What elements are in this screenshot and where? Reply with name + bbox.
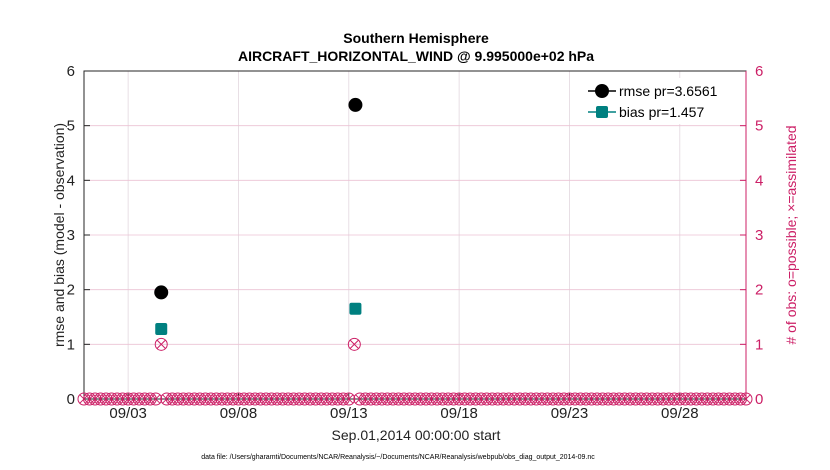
y-right-tick-label: 6 bbox=[755, 63, 763, 80]
y-tick-label: 3 bbox=[67, 227, 75, 244]
obs-assimilated-marker bbox=[151, 394, 161, 404]
data-file-footnote: data file: /Users/gharamti/Documents/NCA… bbox=[201, 454, 595, 461]
y-axis-label: rmse and bias (model - observation) bbox=[51, 123, 67, 347]
y-tick-label: 2 bbox=[67, 282, 75, 299]
y-right-tick-label: 5 bbox=[755, 118, 763, 135]
y-tick-label: 4 bbox=[67, 172, 75, 189]
y-tick-label: 0 bbox=[67, 391, 75, 408]
y-right-tick-label: 2 bbox=[755, 282, 763, 299]
y-tick-label: 1 bbox=[67, 336, 75, 353]
x-tick-label: 09/08 bbox=[220, 405, 258, 422]
x-tick-label: 09/28 bbox=[661, 405, 699, 422]
y-right-tick-label: 1 bbox=[755, 336, 763, 353]
x-tick-label: 09/18 bbox=[440, 405, 478, 422]
obs-assimilated-marker bbox=[741, 394, 751, 404]
rmse-point bbox=[154, 285, 169, 300]
chart-title: Southern Hemisphere bbox=[343, 30, 489, 46]
obs-assimilated-marker bbox=[344, 394, 354, 404]
legend-rmse-marker bbox=[595, 84, 609, 98]
y-right-axis-label: # of obs: o=possible; ×=assimilated bbox=[783, 125, 799, 344]
obs-assimilated-marker bbox=[349, 339, 359, 349]
legend-box bbox=[584, 78, 740, 124]
legend-bias-marker bbox=[596, 106, 608, 118]
bias-point bbox=[155, 323, 168, 336]
x-axis-label: Sep.01,2014 00:00:00 start bbox=[332, 427, 501, 443]
rmse-point bbox=[348, 97, 363, 112]
legend-bias-label: bias pr=1.457 bbox=[619, 104, 704, 120]
y-right-tick-label: 3 bbox=[755, 227, 763, 244]
x-tick-label: 09/23 bbox=[551, 405, 589, 422]
chart-subtitle: AIRCRAFT_HORIZONTAL_WIND @ 9.995000e+02 … bbox=[238, 48, 594, 64]
y-tick-label: 5 bbox=[67, 118, 75, 135]
obs-count-markers bbox=[77, 337, 753, 406]
grid-lines bbox=[84, 71, 746, 399]
legend: rmse pr=3.6561 bias pr=1.457 bbox=[584, 78, 740, 124]
data-markers bbox=[154, 97, 363, 336]
obs-assimilated-marker bbox=[156, 339, 166, 349]
legend-rmse-label: rmse pr=3.6561 bbox=[619, 83, 718, 99]
y-tick-label: 6 bbox=[67, 63, 75, 80]
obs-possible-marker bbox=[154, 337, 168, 351]
x-tick-label: 09/03 bbox=[109, 405, 147, 422]
obs-possible-marker bbox=[347, 337, 361, 351]
bias-point bbox=[349, 302, 362, 315]
y-axis-ticks: 0 1 2 3 4 5 6 bbox=[67, 63, 90, 408]
y-right-tick-label: 4 bbox=[755, 172, 763, 189]
x-tick-label: 09/13 bbox=[330, 405, 368, 422]
y-right-tick-label: 0 bbox=[755, 391, 763, 408]
